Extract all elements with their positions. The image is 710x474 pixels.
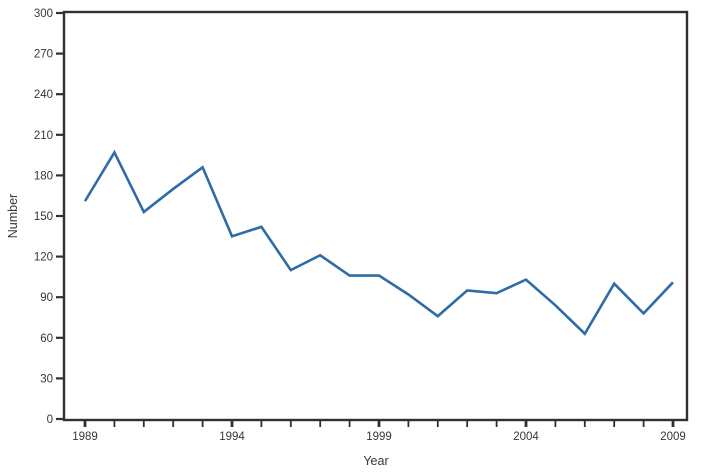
y-tick-label: 0 <box>47 414 53 426</box>
y-tick-label: 180 <box>34 170 53 182</box>
y-tick-label: 120 <box>34 252 53 264</box>
y-tick-label: 240 <box>34 89 53 101</box>
y-axis-title: Number <box>6 193 20 239</box>
x-tick-label: 2004 <box>513 431 539 443</box>
y-tick-label: 90 <box>40 292 53 304</box>
x-tick-label: 2009 <box>660 431 686 443</box>
y-tick-label: 30 <box>40 373 53 385</box>
x-tick-label: 1994 <box>219 431 245 443</box>
y-tick-label: 60 <box>40 333 53 345</box>
x-tick-label: 1999 <box>366 431 392 443</box>
y-tick-label: 150 <box>34 211 53 223</box>
data-line <box>83 149 674 336</box>
y-tick-label: 300 <box>34 8 53 20</box>
x-axis-title: Year <box>363 454 389 468</box>
y-tick-label: 210 <box>34 130 53 142</box>
x-tick-label: 1989 <box>72 431 98 443</box>
y-tick-label: 270 <box>34 49 53 61</box>
plot-box <box>62 10 689 422</box>
